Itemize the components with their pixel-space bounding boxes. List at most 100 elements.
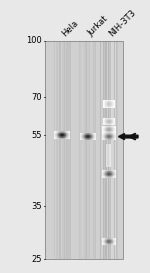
Bar: [109, 126, 110, 127]
Bar: [107, 131, 108, 132]
Bar: [105, 105, 106, 106]
Bar: [58, 132, 59, 133]
Bar: [111, 238, 112, 239]
Bar: [112, 242, 113, 243]
Bar: [105, 122, 106, 123]
Bar: [103, 121, 104, 122]
Bar: [104, 101, 105, 102]
Bar: [114, 177, 115, 178]
Bar: [107, 170, 108, 171]
Bar: [91, 139, 92, 140]
Bar: [56, 41, 57, 259]
Bar: [66, 133, 67, 134]
Bar: [112, 238, 113, 239]
Bar: [88, 41, 89, 259]
Bar: [115, 240, 116, 241]
Bar: [60, 136, 61, 137]
Bar: [100, 41, 118, 259]
Bar: [105, 41, 106, 259]
Bar: [102, 41, 103, 259]
Bar: [103, 124, 104, 125]
Bar: [105, 137, 106, 138]
Bar: [111, 132, 112, 133]
Bar: [106, 106, 107, 107]
Bar: [108, 139, 109, 140]
Bar: [60, 134, 61, 135]
Bar: [115, 173, 116, 174]
Bar: [89, 137, 90, 138]
Bar: [108, 126, 109, 127]
Bar: [110, 100, 111, 101]
Bar: [64, 131, 65, 132]
Bar: [83, 134, 84, 135]
Bar: [105, 139, 106, 140]
Bar: [112, 173, 113, 174]
Bar: [110, 243, 111, 244]
Bar: [113, 244, 114, 245]
Bar: [105, 126, 106, 127]
Bar: [102, 132, 103, 133]
Bar: [111, 172, 112, 173]
Bar: [106, 131, 107, 132]
Bar: [111, 100, 112, 101]
Bar: [80, 135, 81, 136]
Bar: [112, 101, 113, 102]
Bar: [105, 128, 106, 129]
Bar: [65, 135, 66, 136]
Bar: [103, 105, 104, 106]
Bar: [102, 120, 103, 121]
Bar: [109, 138, 110, 139]
Bar: [108, 242, 109, 243]
Bar: [103, 41, 104, 259]
Bar: [103, 241, 104, 242]
Bar: [93, 134, 94, 135]
Bar: [65, 132, 66, 133]
Bar: [106, 243, 107, 244]
Bar: [104, 241, 105, 242]
Bar: [110, 170, 111, 171]
Bar: [110, 120, 111, 121]
Bar: [115, 176, 116, 177]
Bar: [80, 137, 81, 138]
Bar: [65, 138, 66, 139]
Bar: [64, 137, 65, 138]
Bar: [54, 131, 55, 132]
Bar: [102, 137, 103, 138]
Bar: [112, 172, 113, 173]
Bar: [95, 138, 96, 139]
Bar: [102, 139, 103, 140]
Bar: [63, 134, 64, 135]
Bar: [102, 41, 103, 259]
Bar: [115, 177, 116, 178]
Bar: [109, 41, 110, 259]
Bar: [111, 244, 112, 245]
Bar: [112, 134, 113, 135]
Bar: [61, 131, 62, 132]
Bar: [66, 132, 67, 133]
Bar: [108, 238, 109, 239]
Bar: [110, 121, 111, 122]
Bar: [61, 137, 62, 138]
Bar: [103, 104, 104, 105]
Bar: [105, 130, 106, 131]
Bar: [109, 124, 110, 125]
Bar: [111, 176, 112, 177]
Bar: [107, 144, 108, 167]
Bar: [103, 119, 104, 120]
Bar: [88, 139, 89, 140]
Bar: [58, 133, 59, 134]
Bar: [115, 241, 116, 242]
Bar: [105, 102, 106, 103]
Bar: [108, 127, 109, 128]
Bar: [110, 137, 111, 138]
Bar: [108, 137, 109, 138]
Bar: [108, 120, 109, 121]
Bar: [110, 126, 111, 127]
Bar: [104, 177, 105, 178]
Bar: [114, 172, 115, 173]
Text: 55: 55: [32, 131, 42, 140]
Bar: [100, 41, 101, 259]
Bar: [103, 171, 104, 172]
Bar: [113, 138, 114, 139]
Bar: [62, 135, 63, 136]
